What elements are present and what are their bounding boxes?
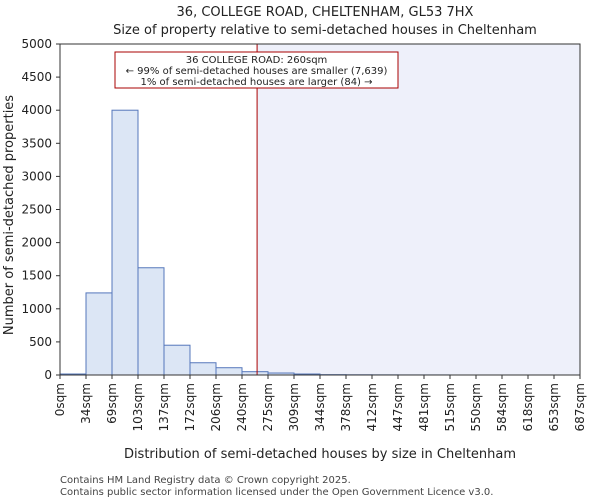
- y-tick-label: 4500: [21, 70, 52, 84]
- y-tick-label: 500: [29, 335, 52, 349]
- x-tick-label: 344sqm: [313, 383, 327, 431]
- x-tick-label: 618sqm: [521, 383, 535, 431]
- y-tick-label: 3500: [21, 136, 52, 150]
- chart-subtitle: Size of property relative to semi-detach…: [113, 23, 537, 38]
- footer-line-1: Contains HM Land Registry data © Crown c…: [60, 475, 351, 486]
- y-tick-label: 1000: [21, 302, 52, 316]
- x-tick-label: 103sqm: [131, 383, 145, 431]
- plot-area: 0 500 1000 1500 2000 2500 3000 3500 4000 4500 5000…: [21, 37, 587, 431]
- x-tick-label: 481sqm: [417, 383, 431, 431]
- x-tick-label: 240sqm: [235, 383, 249, 431]
- x-tick-label: 275sqm: [261, 383, 275, 431]
- x-tick-label: 653sqm: [547, 383, 561, 431]
- x-tick-label: 378sqm: [339, 383, 353, 431]
- annotation-line-3: 1% of semi-detached houses are larger (8…: [140, 77, 372, 88]
- x-tick-label: 206sqm: [209, 383, 223, 431]
- bar-172sqm: [189, 362, 217, 376]
- x-axis-title: Distribution of semi-detached houses by …: [124, 447, 516, 462]
- annotation-line-2: ← 99% of semi-detached houses are smalle…: [126, 66, 388, 77]
- y-tick-label: 1500: [21, 269, 52, 283]
- bar-34sqm: [85, 292, 113, 376]
- y-tick-label: 5000: [21, 37, 52, 51]
- chart-title: 36, COLLEGE ROAD, CHELTENHAM, GL53 7HX: [177, 5, 474, 20]
- footer-line-2: Contains public sector information licen…: [60, 487, 493, 498]
- x-tick-label: 687sqm: [573, 383, 587, 431]
- annotation-box: 36 COLLEGE ROAD: 260sqm ← 99% of semi-de…: [114, 51, 399, 89]
- x-tick-label: 309sqm: [287, 383, 301, 431]
- y-tick-label: 3000: [21, 169, 52, 183]
- x-tick-label: 69sqm: [105, 383, 119, 424]
- y-tick-label: 2500: [21, 203, 52, 217]
- x-tick-label: 515sqm: [443, 383, 457, 431]
- x-tick-label: 137sqm: [157, 383, 171, 431]
- bar-69sqm: [111, 109, 139, 376]
- larger-region-shade: [257, 44, 580, 375]
- x-tick-label: 584sqm: [495, 383, 509, 431]
- x-tick-label: 447sqm: [391, 383, 405, 431]
- x-tick-label: 34sqm: [79, 383, 93, 424]
- annotation-frame: [114, 51, 399, 89]
- y-tick-label: 0: [44, 368, 52, 382]
- y-tick-label: 4000: [21, 103, 52, 117]
- x-tick-label: 172sqm: [183, 383, 197, 431]
- bar-103sqm: [137, 267, 165, 376]
- y-axis-title: Number of semi-detached properties: [2, 95, 17, 335]
- x-tick-label: 0sqm: [53, 383, 67, 416]
- bar-137sqm: [163, 344, 191, 376]
- y-tick-label: 2000: [21, 236, 52, 250]
- x-tick-label: 412sqm: [365, 383, 379, 431]
- bar-206sqm: [215, 367, 243, 376]
- annotation-line-1: 36 COLLEGE ROAD: 260sqm: [186, 55, 328, 66]
- x-tick-label: 550sqm: [469, 383, 483, 431]
